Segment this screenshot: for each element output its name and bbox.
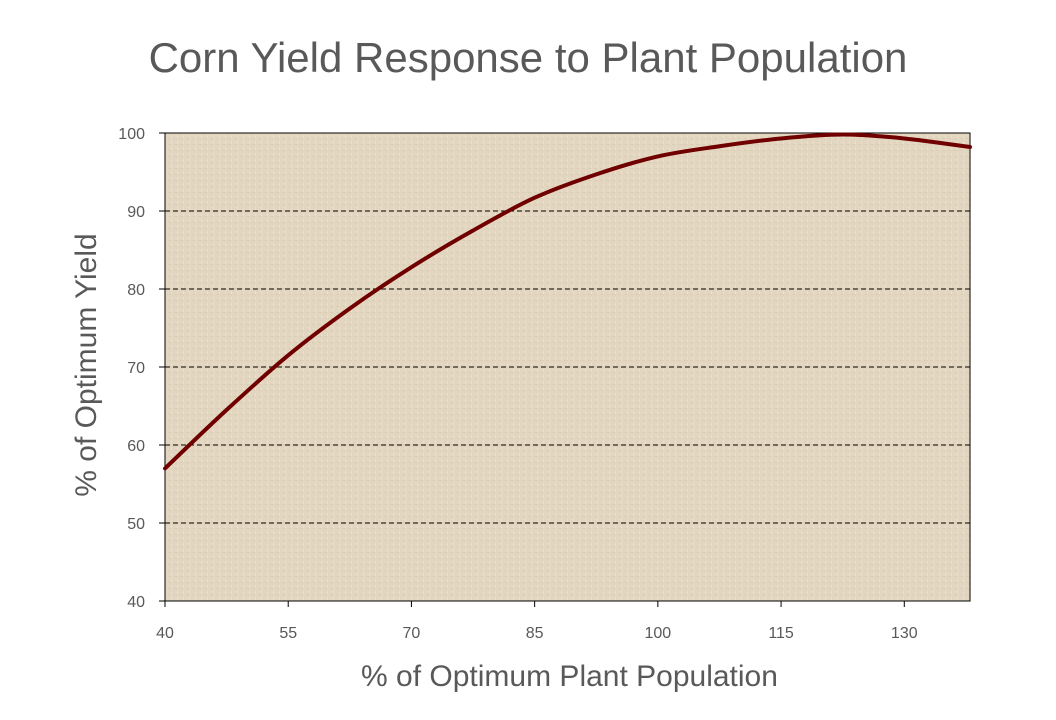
x-axis-title: % of Optimum Plant Population xyxy=(361,660,778,693)
y-tick-label: 60 xyxy=(127,438,145,455)
y-tick-label: 100 xyxy=(118,126,145,143)
tick-labels: 40 55 70 85 100 115 130 40 50 60 70 80 90 100 xyxy=(118,126,917,642)
x-tick-label: 115 xyxy=(768,625,794,642)
yield-curve-line xyxy=(163,132,972,471)
y-tick-label: 70 xyxy=(127,360,145,377)
grid-lines xyxy=(165,210,970,524)
y-axis-title: % of Optimum Yield xyxy=(70,233,103,496)
x-tick-label: 100 xyxy=(645,625,672,642)
x-tick-label: 130 xyxy=(891,625,918,642)
y-tick-label: 80 xyxy=(127,282,145,299)
y-tick-label: 90 xyxy=(127,204,145,221)
x-tick-label: 40 xyxy=(156,625,174,642)
chart-title: Corn Yield Response to Plant Population xyxy=(148,34,908,81)
y-tick-label: 50 xyxy=(127,516,145,533)
x-tick-label: 55 xyxy=(279,625,297,642)
series-layer xyxy=(163,132,972,471)
y-tick-label: 40 xyxy=(127,594,145,611)
axes xyxy=(159,132,971,607)
x-tick-label: 85 xyxy=(526,625,544,642)
x-tick-label: 70 xyxy=(403,625,421,642)
